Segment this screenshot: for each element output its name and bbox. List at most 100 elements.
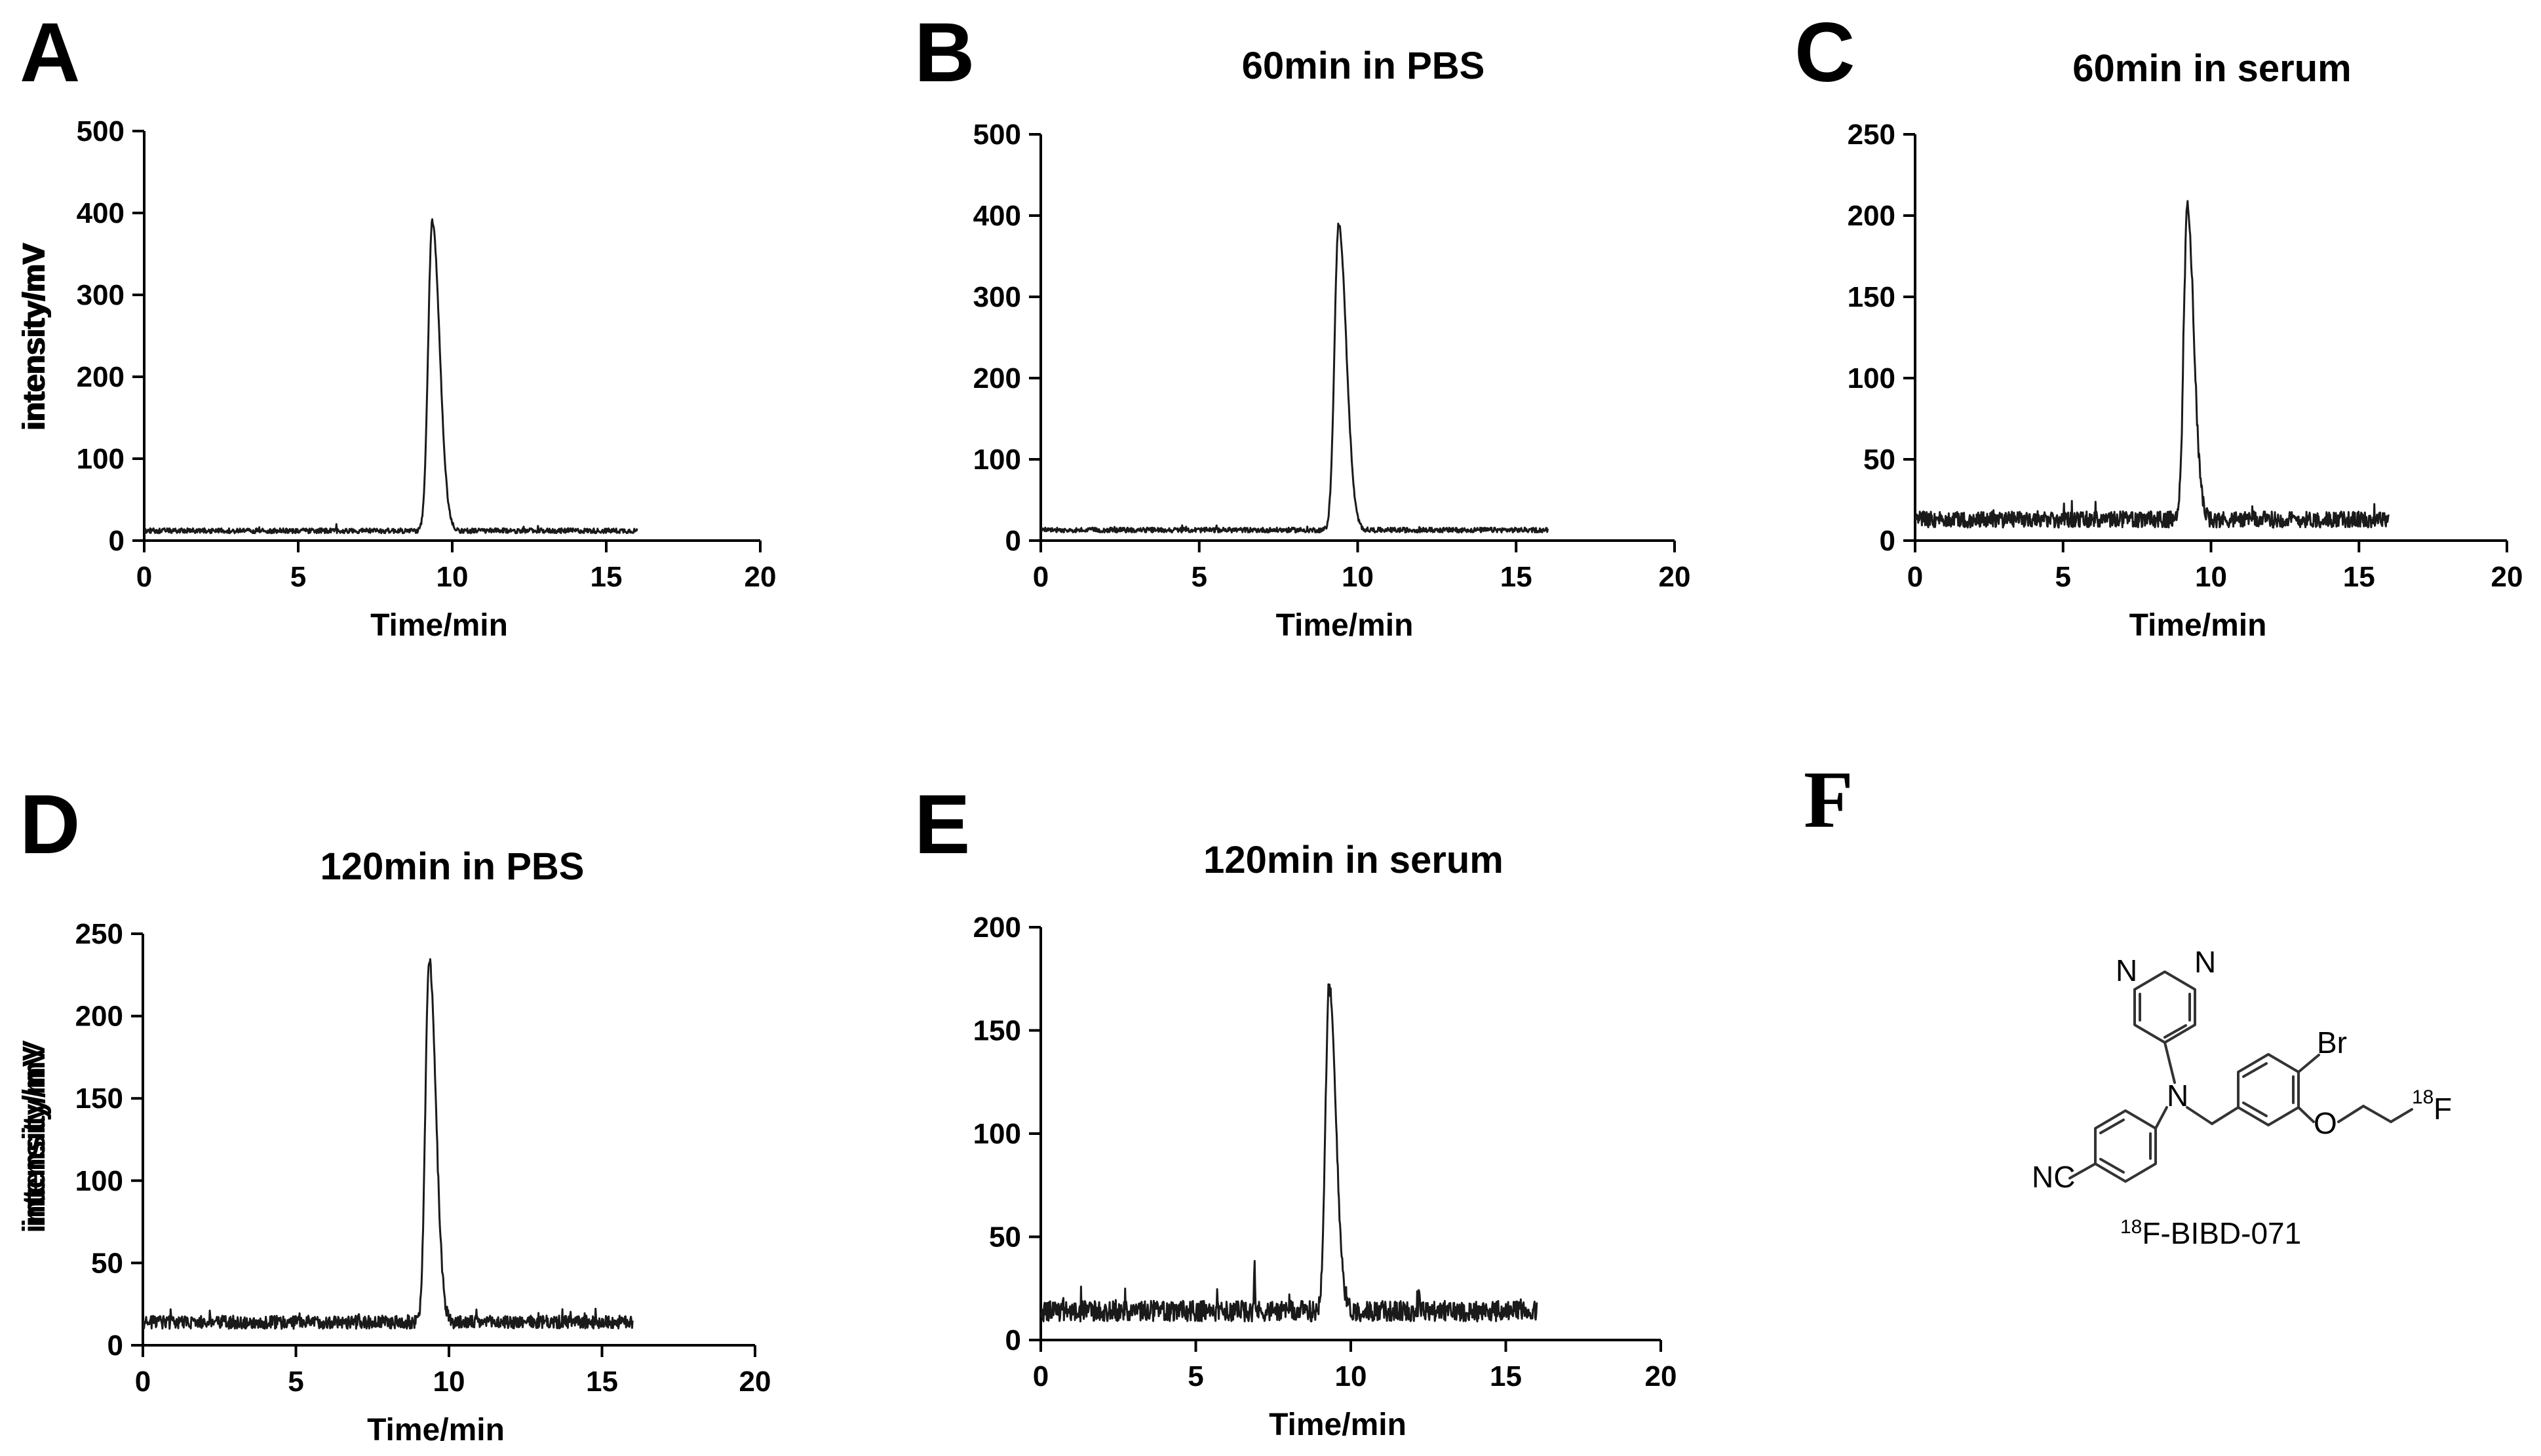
x-axis-label: Time/min [1269,1408,1406,1442]
y-tick-label: 100 [973,444,1021,476]
y-tick-label: 300 [973,281,1021,313]
x-tick-label: 20 [745,561,777,593]
panel-title: 120min in PBS [320,845,585,888]
compound-name: 18F-BIBD-071 [2120,1216,2301,1250]
x-tick-label: 10 [433,1366,465,1398]
y-tick-label: 0 [1880,525,1895,557]
panel-A: A 0 100 200 300 400 500 0 5 10 15 20 Time/min intens… [17,6,776,643]
y-tick-label: 50 [91,1247,123,1279]
y-tick-label: 200 [77,361,125,393]
y-axis-label: intensity/mV [17,242,52,429]
y-tick-label: 500 [973,119,1021,151]
x-axis-label: Time/min [370,608,508,643]
x-tick-label: 0 [1033,1360,1049,1392]
y-tick-label: 400 [973,200,1021,232]
nitrile-group: NC [2032,1160,2075,1194]
x-tick-label: 0 [1033,561,1049,593]
y-axis-label: intensity/mV [17,1040,52,1227]
chemical-structure [2068,970,2413,1183]
y-tick-label: 50 [1863,444,1895,476]
panel-letter-B: B [914,6,975,100]
x-tick-label: 10 [1335,1360,1367,1392]
y-tick-label: 150 [973,1015,1021,1047]
y-tick-label: 0 [107,1330,123,1362]
x-tick-label: 15 [586,1366,618,1398]
chromatogram-trace [143,218,638,535]
x-tick-label: 10 [2195,561,2227,593]
y-tick-label: 200 [973,911,1021,944]
y-axis-label: intensity/mV [17,1046,52,1233]
x-tick-label: 15 [2343,561,2375,593]
y-tick-label: 400 [77,197,125,229]
y-tick-label: 200 [973,362,1021,394]
panel-D: D 120min in PBS 0 50 100 150 200 250 0 5 10 15 20 T… [17,778,771,1447]
x-tick-label: 15 [591,561,623,593]
y-axis-label: intensity/mV [17,244,52,431]
x-tick-label: 0 [135,1366,151,1398]
x-tick-label: 0 [1907,561,1923,593]
chromatogram-trace [1039,222,1549,534]
y-tick-label: 100 [973,1118,1021,1150]
y-axis-label: intensity/mV [17,244,52,431]
x-tick-label: 10 [1342,561,1374,593]
panel-letter-E: E [914,778,970,872]
y-tick-label: 100 [75,1165,123,1197]
chromatogram-trace [1914,200,2390,529]
x-tick-label: 20 [739,1366,771,1398]
y-tick-label: 0 [109,525,125,557]
x-axis-label: Time/min [367,1413,505,1447]
panel-title: 60min in serum [2072,47,2351,90]
x-tick-label: 5 [1188,1360,1203,1392]
panel-title: 120min in serum [1203,839,1503,881]
x-tick-label: 5 [1192,561,1207,593]
panel-letter-F: F [1804,755,1853,845]
fluorine-atom: F [2434,1092,2452,1126]
x-tick-label: 0 [136,561,152,593]
oxygen-atom: O [2314,1106,2337,1140]
y-tick-label: 250 [1848,119,1895,151]
fluorine-isotope-superscript: 18 [2412,1086,2434,1108]
x-tick-label: 20 [1645,1360,1677,1392]
compound-name-rest: F-BIBD-071 [2142,1216,2301,1250]
y-tick-label: 150 [75,1082,123,1115]
y-tick-label: 300 [77,279,125,311]
benzonitrile-ring [2094,1109,2157,1183]
y-tick-label: 0 [1005,1324,1021,1356]
x-tick-label: 5 [290,561,306,593]
panel-letter-A: A [20,6,80,100]
pyrimidine-ring [2133,970,2196,1044]
y-tick-label: 500 [77,115,125,147]
bromophenyl-ring [2237,1053,2300,1126]
x-tick-label: 15 [1500,561,1532,593]
y-tick-label: 100 [1848,362,1895,394]
x-tick-label: 20 [2491,561,2523,593]
pyrimidine-n-1: N [2116,953,2137,987]
x-tick-label: 20 [1659,561,1691,593]
pyrimidine-n-2: N [2194,945,2216,979]
bromine-atom: Br [2317,1025,2347,1060]
x-tick-label: 5 [288,1366,303,1398]
y-tick-label: 0 [1005,525,1021,557]
y-tick-label: 50 [989,1221,1021,1254]
amine-n: N [2167,1079,2188,1113]
x-tick-label: 5 [2055,561,2071,593]
panel-letter-D: D [20,778,80,872]
y-tick-label: 150 [1848,281,1895,313]
compound-name-superscript: 18 [2120,1216,2142,1238]
x-tick-label: 10 [436,561,469,593]
chromatogram-trace [142,958,634,1330]
chromatogram-trace [1039,983,1538,1323]
panel-F: F [1804,755,2452,1250]
y-tick-label: 200 [75,1001,123,1033]
y-tick-label: 250 [75,918,123,950]
panel-title: 60min in PBS [1242,45,1485,87]
x-tick-label: 15 [1490,1360,1522,1392]
y-tick-label: 100 [77,443,125,475]
panel-letter-C: C [1794,6,1855,100]
y-tick-label: 200 [1848,200,1895,232]
x-axis-label: Time/min [1276,608,1414,643]
